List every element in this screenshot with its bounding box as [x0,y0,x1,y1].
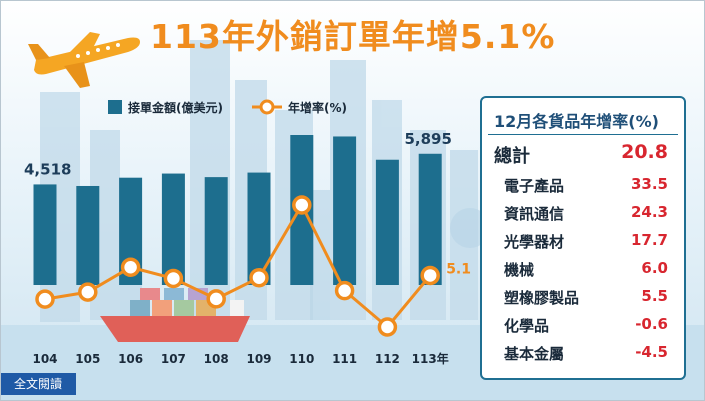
growth-rate-point [206,289,226,309]
panel-row-value: 5.5 [641,287,668,305]
panel-row: 基本金屬 -4.5 [494,339,678,366]
panel-total-label: 總計 [494,146,530,167]
panel-row-label: 資訊通信 [504,205,565,223]
growth-rate-point [420,265,440,286]
growth-rate-point [78,282,98,302]
panel-row: 塑橡膠製品 5.5 [494,283,678,310]
read-full-text-button[interactable]: 全文閱讀 [0,373,76,395]
legend-bar-swatch [108,100,122,114]
panel-row: 資訊通信 24.3 [494,199,678,226]
growth-rate-point [120,257,141,277]
x-tick-label: 112 [375,352,400,366]
growth-rate-line [44,203,432,329]
panel-row: 化學品 -0.6 [494,311,678,338]
panel-row-label: 塑橡膠製品 [504,289,580,307]
growth-rate-point [377,317,398,337]
panel-row-value: 17.7 [630,231,668,249]
panel-title: 12月各貨品年增率(%) [494,112,659,131]
panel-row-label: 化學品 [504,317,550,335]
panel-row-label: 電子產品 [504,177,565,195]
infographic-title: 113年外銷訂單年增5.1% [150,17,556,56]
panel-row-value: 24.3 [630,203,668,221]
legend-line-marker [259,99,275,115]
legend-line-label: 年增率(%) [288,100,347,115]
panel-row-label: 機械 [504,261,535,279]
bar [247,172,271,285]
panel-total-value: 20.8 [621,141,668,163]
x-tick-label: 111 [332,352,357,366]
bar [33,184,57,285]
bar [375,159,399,285]
data-label: 5,895 [404,130,451,148]
panel-divider [488,134,678,135]
x-tick-label: 108 [204,352,229,366]
panel-row-value: 6.0 [641,259,668,277]
bar [119,177,143,285]
bar [204,177,228,285]
x-tick-label: 107 [161,352,186,366]
x-tick-label: 109 [246,352,271,366]
panel-row: 機械 6.0 [494,255,678,282]
legend-bar-label: 接單金額(億美元) [128,100,223,115]
x-tick-label: 106 [118,352,143,366]
panel-row: 電子產品 33.5 [494,171,678,198]
panel-row-value: 33.5 [630,175,668,193]
growth-rate-point [35,289,55,309]
panel-total-row: 總計 20.8 [494,138,678,170]
x-tick-label: 105 [75,352,100,366]
bar [418,153,442,285]
bar [333,136,357,285]
panel-row-value: -4.5 [635,343,668,361]
growth-rate-point [163,268,184,289]
x-tick-label: 104 [32,352,57,366]
panel-row-label: 基本金屬 [504,345,565,363]
growth-rate-point [334,280,355,301]
bar [161,173,185,285]
data-label: 4,518 [24,160,71,178]
panel-row-label: 光學器材 [504,233,565,251]
data-label: 5.1 [446,261,471,277]
airplane-icon [28,32,140,88]
cargo-ship-illustration [100,288,250,342]
bar [76,185,100,285]
x-tick-label: 110 [289,352,314,366]
growth-rate-point [292,195,312,215]
x-tick-label: 113年 [412,351,449,366]
product-growth-panel: 12月各貨品年增率(%) 總計 20.8 電子產品 33.5 資訊通信 24.3… [480,96,686,380]
growth-rate-point [249,267,269,288]
panel-row-value: -0.6 [635,315,668,333]
panel-row: 光學器材 17.7 [494,227,678,254]
